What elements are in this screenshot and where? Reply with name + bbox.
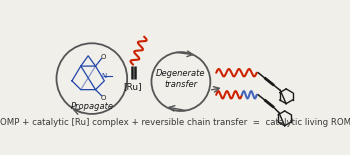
Text: Propagate: Propagate <box>70 102 113 111</box>
Text: N: N <box>102 73 107 79</box>
Text: O: O <box>101 53 106 60</box>
Text: [Ru]: [Ru] <box>124 82 142 91</box>
Text: ROMP + catalytic [Ru] complex + reversible chain transfer  =  catalytic living R: ROMP + catalytic [Ru] complex + reversib… <box>0 118 350 127</box>
Text: O: O <box>101 95 106 102</box>
Text: Degenerate
transfer: Degenerate transfer <box>156 69 206 89</box>
